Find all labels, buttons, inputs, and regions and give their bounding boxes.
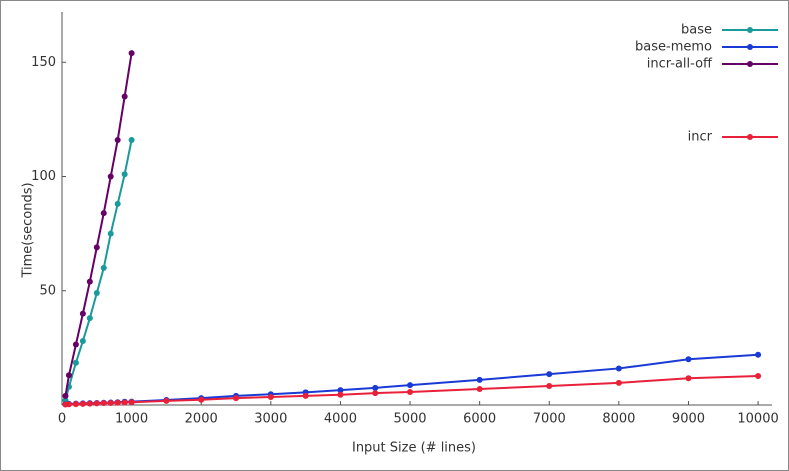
data-point xyxy=(121,399,128,406)
data-point xyxy=(476,376,483,383)
data-point xyxy=(93,400,100,407)
data-point xyxy=(86,315,93,322)
data-point xyxy=(100,210,107,217)
data-point xyxy=(65,372,72,379)
legend-swatch-dot xyxy=(747,134,753,140)
data-point xyxy=(128,50,135,57)
data-point xyxy=(163,397,170,404)
data-point xyxy=(114,399,121,406)
legend-label: incr-all-off xyxy=(647,57,713,72)
data-point xyxy=(233,395,240,402)
data-point xyxy=(65,401,72,408)
data-point xyxy=(685,356,692,363)
data-point xyxy=(407,388,414,395)
data-point xyxy=(337,387,344,394)
data-point xyxy=(302,392,309,399)
data-point xyxy=(267,394,274,401)
legend-label: incr xyxy=(688,130,713,145)
y-tick-label: 150 xyxy=(31,55,56,70)
x-tick-label: 8000 xyxy=(602,412,635,427)
x-tick-label: 2000 xyxy=(185,412,218,427)
data-point xyxy=(93,290,100,297)
data-point xyxy=(107,173,114,180)
legend-label: base-memo xyxy=(635,40,712,55)
legend-swatch-dot xyxy=(747,27,753,33)
data-point xyxy=(86,278,93,285)
data-point xyxy=(72,341,79,348)
data-point xyxy=(615,379,622,386)
data-point xyxy=(407,382,414,389)
x-tick-label: 3000 xyxy=(254,412,287,427)
data-point xyxy=(107,399,114,406)
y-tick-label: 100 xyxy=(31,169,56,184)
data-point xyxy=(79,400,86,407)
data-point xyxy=(615,365,622,372)
data-point xyxy=(72,359,79,366)
data-point xyxy=(79,310,86,317)
data-point xyxy=(121,93,128,100)
x-tick-label: 0 xyxy=(58,412,66,427)
data-point xyxy=(546,383,553,390)
data-point xyxy=(685,375,692,382)
data-point xyxy=(93,244,100,251)
data-point xyxy=(198,396,205,403)
legend-label: base xyxy=(681,23,712,38)
y-axis-label: Time(seconds) xyxy=(21,182,36,278)
x-tick-label: 4000 xyxy=(324,412,357,427)
x-tick-label: 6000 xyxy=(463,412,496,427)
data-point xyxy=(121,171,128,178)
legend-swatch-dot xyxy=(747,44,753,50)
x-tick-label: 5000 xyxy=(393,412,426,427)
data-point xyxy=(755,372,762,379)
x-tick-label: 1000 xyxy=(115,412,148,427)
data-point xyxy=(100,264,107,271)
data-point xyxy=(337,391,344,398)
data-point xyxy=(476,386,483,393)
data-point xyxy=(62,392,69,399)
data-point xyxy=(114,136,121,143)
data-point xyxy=(372,390,379,397)
data-point xyxy=(546,371,553,378)
x-tick-label: 9000 xyxy=(672,412,705,427)
x-tick-label: 10000 xyxy=(737,412,778,427)
data-point xyxy=(372,384,379,391)
data-point xyxy=(72,401,79,408)
data-point xyxy=(86,400,93,407)
data-point xyxy=(100,400,107,407)
data-point xyxy=(114,200,121,207)
data-point xyxy=(107,230,114,237)
x-tick-label: 7000 xyxy=(533,412,566,427)
data-point xyxy=(755,351,762,358)
legend-swatch-dot xyxy=(747,61,753,67)
data-point xyxy=(128,136,135,143)
y-tick-label: 50 xyxy=(39,283,56,298)
data-point xyxy=(79,338,86,345)
data-point xyxy=(128,399,135,406)
x-axis-label: Input Size (# lines) xyxy=(352,441,476,456)
